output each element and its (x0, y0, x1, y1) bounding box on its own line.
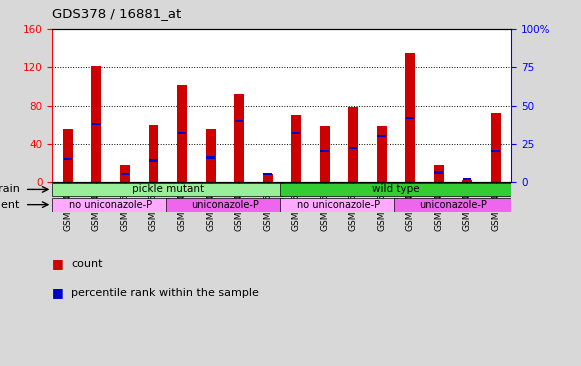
Text: uniconazole-P: uniconazole-P (191, 200, 259, 210)
Text: strain: strain (0, 184, 20, 194)
Text: uniconazole-P: uniconazole-P (419, 200, 487, 210)
Bar (348, 108, 358, 182)
Text: ■: ■ (52, 257, 64, 270)
Text: percentile rank within the sample: percentile rank within the sample (71, 288, 259, 298)
Bar (281, 198, 397, 212)
Text: count: count (71, 258, 102, 269)
Bar (63, 129, 73, 182)
Bar (92, 123, 101, 125)
Bar (376, 127, 386, 182)
Text: wild type: wild type (372, 184, 419, 194)
Bar (120, 165, 130, 182)
Text: no uniconazole-P: no uniconazole-P (69, 200, 152, 210)
Bar (121, 173, 129, 175)
Bar (462, 180, 472, 182)
Bar (492, 150, 500, 153)
Bar (263, 173, 272, 175)
Bar (433, 165, 443, 182)
Bar (490, 113, 501, 182)
Bar (206, 156, 215, 158)
Text: pickle mutant: pickle mutant (132, 184, 204, 194)
Bar (234, 94, 244, 182)
Bar (377, 135, 386, 137)
Bar (394, 198, 511, 212)
Bar (320, 127, 329, 182)
Bar (463, 178, 471, 180)
Bar (149, 159, 157, 162)
Bar (206, 129, 216, 182)
Bar (281, 183, 511, 196)
Bar (320, 150, 329, 153)
Bar (291, 115, 301, 182)
Bar (149, 124, 159, 182)
Bar (64, 158, 72, 160)
Bar (178, 132, 187, 134)
Bar (406, 116, 414, 119)
Bar (52, 198, 169, 212)
Text: GDS378 / 16881_at: GDS378 / 16881_at (52, 7, 181, 20)
Bar (91, 67, 102, 182)
Bar (292, 132, 300, 134)
Bar (52, 183, 283, 196)
Bar (349, 147, 357, 149)
Bar (177, 85, 187, 182)
Bar (166, 198, 283, 212)
Text: ■: ■ (52, 286, 64, 299)
Text: no uniconazole-P: no uniconazole-P (297, 200, 381, 210)
Bar (263, 174, 272, 182)
Bar (405, 53, 415, 182)
Bar (435, 171, 443, 174)
Text: agent: agent (0, 200, 20, 210)
Bar (235, 120, 243, 122)
